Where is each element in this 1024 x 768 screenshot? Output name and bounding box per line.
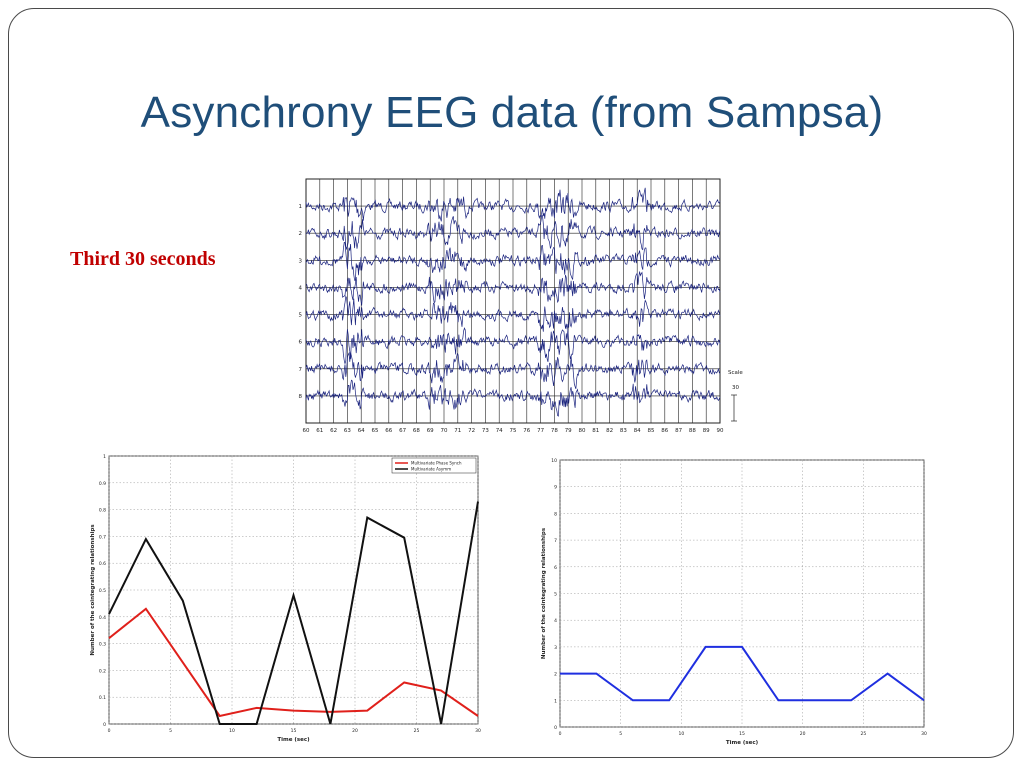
x-tick-label: 15: [739, 731, 745, 737]
y-tick-label: 7: [554, 538, 557, 544]
x-tick-label: 0: [108, 728, 111, 734]
x-tick-label: 30: [921, 731, 927, 737]
eeg-x-tick: 90: [717, 428, 724, 434]
eeg-x-tick: 70: [441, 428, 448, 434]
x-tick-label: 20: [352, 728, 358, 734]
eeg-x-tick: 72: [468, 428, 475, 434]
y-tick-label: 0.9: [99, 481, 106, 487]
eeg-channel-label: 7: [299, 367, 303, 373]
eeg-x-tick: 71: [454, 428, 461, 434]
eeg-x-tick: 83: [620, 428, 627, 434]
eeg-channel-label: 8: [299, 394, 303, 400]
eeg-x-tick: 81: [592, 428, 599, 434]
cointegration-chart: 0 1 2 3 4 5 6 7 8 9 10 0 5 10 15 20 25 30 Time (sec) Number…: [541, 458, 927, 745]
y-tick-label: 0.3: [99, 642, 106, 648]
eeg-channel-label: 6: [299, 340, 303, 346]
eeg-x-tick: 63: [344, 428, 351, 434]
eeg-trace: [305, 351, 721, 390]
legend-box: [391, 457, 477, 474]
y-tick-label: 8: [554, 511, 557, 517]
x-tick-label: 30: [475, 728, 481, 734]
y-tick-label: 6: [554, 565, 557, 571]
eeg-x-tick: 86: [661, 428, 668, 434]
y-axis-label: Number of the cointegrating relationship…: [90, 524, 96, 656]
y-tick-label: 0: [554, 725, 557, 731]
eeg-x-tick: 62: [330, 428, 337, 434]
legend-label: Multivariate Asymm: [411, 467, 451, 472]
eeg-x-tick: 78: [551, 428, 558, 434]
x-tick-label: 5: [169, 728, 172, 734]
eeg-trace: [305, 271, 721, 306]
eeg-channel-label: 1: [299, 204, 303, 210]
eeg-chart: 60 61 62 63 64 65 66 67 68 69 70 71 72 73 74 75 76 77 78 79…: [299, 178, 743, 434]
eeg-x-tick: 88: [689, 428, 696, 434]
eeg-x-tick: 84: [634, 428, 641, 434]
eeg-trace: [305, 187, 721, 222]
y-tick-label: 0.8: [99, 508, 106, 514]
eeg-scale-value: 30: [732, 385, 739, 391]
x-tick-label: 10: [678, 731, 684, 737]
legend-label: Multivariate Phase Synch: [411, 461, 462, 466]
y-tick-label: 10: [551, 458, 557, 464]
eeg-channel-label: 4: [299, 285, 303, 291]
eeg-x-tick: 79: [565, 428, 572, 434]
eeg-channel-label: 5: [299, 313, 303, 319]
eeg-x-tick: 67: [399, 428, 406, 434]
x-tick-label: 25: [860, 731, 866, 737]
x-tick-label: 25: [414, 728, 420, 734]
eeg-x-tick: 77: [537, 428, 544, 434]
eeg-trace: [305, 295, 721, 332]
y-tick-label: 0.7: [99, 534, 106, 540]
eeg-trace: [305, 379, 721, 417]
x-tick-label: 20: [800, 731, 806, 737]
y-tick-label: 3: [554, 645, 557, 651]
y-tick-label: 0: [103, 722, 106, 728]
phase-asymm-chart: 00.10.20.30.40.50.60.70.80.910 5 10 15 20 25 3…: [90, 454, 481, 743]
eeg-x-tick: 60: [303, 428, 310, 434]
y-axis-label: Number of the cointegrating relationship…: [541, 527, 547, 659]
eeg-channel-label: 3: [299, 258, 303, 264]
y-tick-label: 5: [554, 592, 557, 598]
y-tick-label: 0.4: [99, 615, 106, 621]
y-tick-label: 0.1: [99, 695, 106, 701]
x-tick-label: 0: [559, 731, 562, 737]
x-tick-label: 5: [619, 731, 622, 737]
x-axis-label: Time (sec): [726, 740, 759, 745]
eeg-channel-label: 2: [299, 231, 303, 237]
series-line: [108, 501, 479, 725]
eeg-x-tick: 69: [427, 428, 434, 434]
x-tick-label: 10: [229, 728, 235, 734]
eeg-x-tick: 89: [703, 428, 710, 434]
eeg-x-tick: 65: [372, 428, 379, 434]
eeg-scale-label: Scale: [728, 370, 743, 376]
x-tick-label: 15: [291, 728, 297, 734]
eeg-trace: [305, 215, 721, 251]
y-tick-label: 9: [554, 485, 557, 491]
eeg-x-tick: 61: [316, 428, 323, 434]
slide-title: Asynchrony EEG data (from Sampsa): [140, 88, 884, 137]
slide-subtitle: Third 30 seconds: [70, 248, 216, 270]
y-tick-label: 0.6: [99, 561, 106, 567]
y-tick-label: 1: [554, 698, 557, 704]
eeg-x-tick: 66: [385, 428, 392, 434]
eeg-x-tick: 82: [606, 428, 613, 434]
eeg-x-tick: 64: [358, 428, 365, 434]
eeg-trace: [305, 241, 721, 281]
eeg-x-tick: 87: [675, 428, 682, 434]
x-axis-label: Time (sec): [277, 737, 310, 743]
y-tick-label: 0.2: [99, 668, 106, 674]
eeg-trace: [305, 327, 721, 364]
eeg-x-tick: 76: [523, 428, 530, 434]
eeg-x-tick: 75: [510, 428, 517, 434]
eeg-x-tick: 85: [648, 428, 655, 434]
y-tick-label: 1: [103, 454, 106, 460]
eeg-x-tick: 74: [496, 428, 503, 434]
y-tick-label: 2: [554, 672, 557, 678]
y-tick-label: 4: [554, 618, 557, 624]
eeg-x-tick: 73: [482, 428, 489, 434]
eeg-x-tick: 80: [579, 428, 586, 434]
y-tick-label: 0.5: [99, 588, 106, 594]
eeg-x-tick: 68: [413, 428, 420, 434]
slide-frame: [8, 8, 1014, 758]
